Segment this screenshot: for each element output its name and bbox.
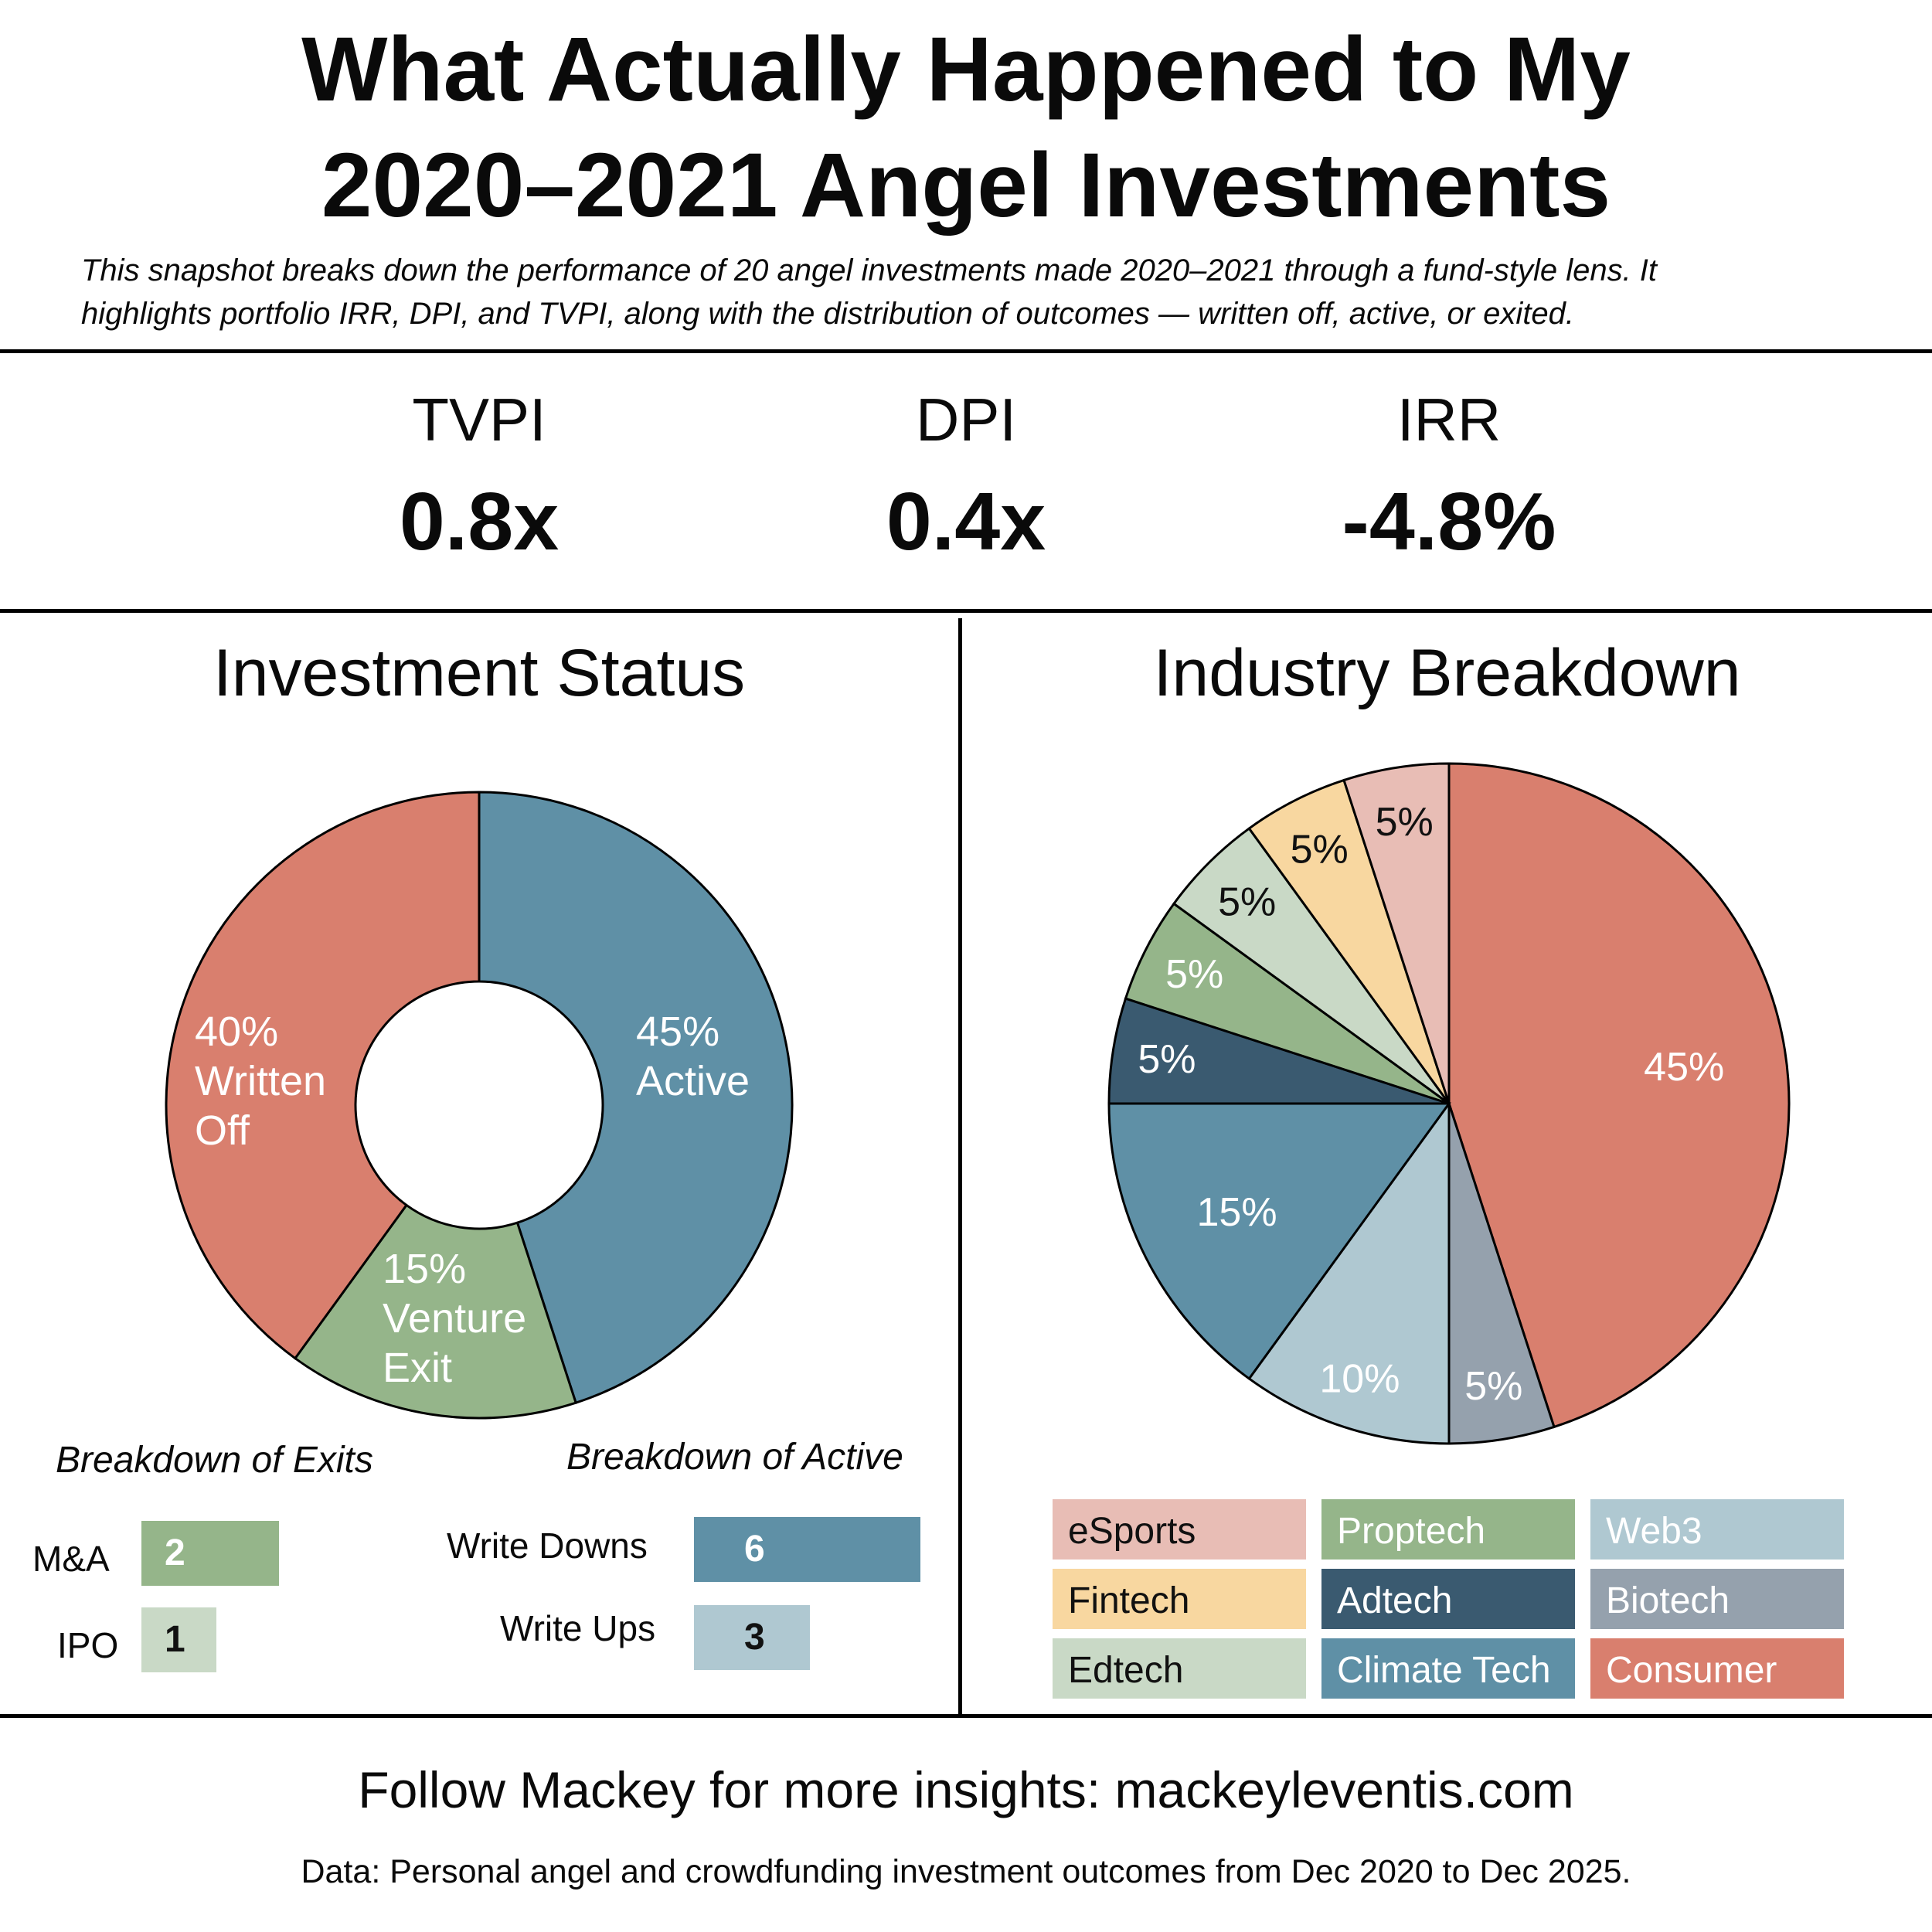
donut-slice-active <box>478 791 794 1405</box>
title-line-1: What Actually Happened to My <box>301 19 1631 121</box>
legend-label-consumer: Consumer <box>1606 1650 1777 1691</box>
subtitle-line-1: This snapshot breaks down the performanc… <box>81 253 1658 287</box>
active-bar-write-ups: 3 <box>694 1605 810 1670</box>
exit-label-ipo: IPO <box>57 1625 119 1665</box>
active-label-write-ups: Write Ups <box>500 1608 656 1648</box>
active-label-write-downs: Write Downs <box>447 1526 648 1566</box>
divider-vertical <box>958 618 962 1717</box>
legend-label-esports: eSports <box>1068 1511 1196 1552</box>
data-source: Data: Personal angel and crowdfunding in… <box>301 1853 1631 1890</box>
pie-label-adtech: 5% <box>1138 1037 1196 1082</box>
exit-value-ma: 2 <box>165 1532 185 1573</box>
pie-slice-web3 <box>1247 1100 1451 1445</box>
donut-label-active: 45% Active <box>636 1009 750 1104</box>
legend-item-edtech: Edtech <box>1053 1638 1306 1699</box>
divider-middle <box>0 609 1932 613</box>
industry-section-title: Industry Breakdown <box>1153 636 1741 710</box>
exits-heading: Breakdown of Exits <box>56 1440 373 1481</box>
legend-item-biotech: Biotech <box>1590 1569 1844 1629</box>
exit-label-ma: M&A <box>32 1539 110 1579</box>
legend-label-edtech: Edtech <box>1068 1650 1184 1691</box>
pie-label-consumer: 45% <box>1644 1045 1724 1090</box>
pie-slice-consumer <box>1447 762 1791 1429</box>
legend-item-fintech: Fintech <box>1053 1569 1306 1629</box>
title-line-2: 2020–2021 Angel Investments <box>321 134 1611 236</box>
donut-label-venture-exit: 15% Venture Exit <box>383 1246 526 1391</box>
pie-label-fintech: 5% <box>1291 828 1349 872</box>
metric-label-irr: IRR <box>1396 386 1502 454</box>
exit-bar-ma: 2 <box>141 1521 279 1586</box>
active-bar-write-downs: 6 <box>694 1517 920 1582</box>
legend-label-proptech: Proptech <box>1337 1511 1486 1552</box>
industry-pie-chart: 45% 5% 10% 15% 5% 5% 5% 5% 5% <box>1107 762 1791 1445</box>
legend-label-fintech: Fintech <box>1068 1580 1190 1621</box>
pie-label-edtech: 5% <box>1218 880 1276 925</box>
metric-value-dpi: 0.4x <box>886 476 1046 567</box>
pie-slice-esports <box>1342 762 1451 1104</box>
pie-label-esports: 5% <box>1376 800 1434 845</box>
pie-label-web3: 10% <box>1319 1357 1400 1402</box>
legend-label-adtech: Adtech <box>1337 1580 1453 1621</box>
metric-value-tvpi: 0.8x <box>399 476 560 567</box>
donut-slice-venture-exit <box>293 1203 578 1420</box>
divider-bottom <box>0 1714 1932 1718</box>
exit-bar-ipo: 1 <box>141 1607 216 1672</box>
divider-top <box>0 349 1932 353</box>
legend-label-climate-tech: Climate Tech <box>1337 1650 1551 1691</box>
legend-item-esports: eSports <box>1053 1499 1306 1560</box>
exit-value-ipo: 1 <box>165 1619 185 1660</box>
metric-value-irr: -4.8% <box>1342 476 1556 567</box>
metric-label-tvpi: TVPI <box>412 386 546 454</box>
pie-slice-climate-tech <box>1107 1102 1451 1381</box>
legend-item-climate-tech: Climate Tech <box>1321 1638 1575 1699</box>
pie-label-proptech: 5% <box>1165 952 1223 997</box>
follow-text: Follow Mackey for more insights: mackeyl… <box>358 1761 1574 1818</box>
legend-item-proptech: Proptech <box>1321 1499 1575 1560</box>
status-section-title: Investment Status <box>213 636 746 710</box>
page-title: What Actually Happened to My 2020–2021 A… <box>0 12 1932 243</box>
pie-label-climate-tech: 15% <box>1197 1190 1277 1235</box>
pie-label-biotech: 5% <box>1464 1364 1522 1409</box>
active-heading: Breakdown of Active <box>566 1437 903 1478</box>
status-donut-chart: 45% Active 15% Venture Exit 40% Written Off <box>165 791 794 1420</box>
donut-slice-written-off <box>165 791 481 1360</box>
legend-label-web3: Web3 <box>1606 1511 1702 1552</box>
active-value-write-downs: 6 <box>744 1529 765 1570</box>
subtitle: This snapshot breaks down the performanc… <box>81 249 1859 335</box>
active-value-write-ups: 3 <box>744 1617 765 1658</box>
donut-label-written-off: 40% Written Off <box>195 1009 326 1154</box>
legend-item-web3: Web3 <box>1590 1499 1844 1560</box>
legend-label-biotech: Biotech <box>1606 1580 1730 1621</box>
legend-item-consumer: Consumer <box>1590 1638 1844 1699</box>
subtitle-line-2: highlights portfolio IRR, DPI, and TVPI,… <box>81 297 1575 331</box>
metric-label-dpi: DPI <box>915 386 1017 454</box>
legend-item-adtech: Adtech <box>1321 1569 1575 1629</box>
